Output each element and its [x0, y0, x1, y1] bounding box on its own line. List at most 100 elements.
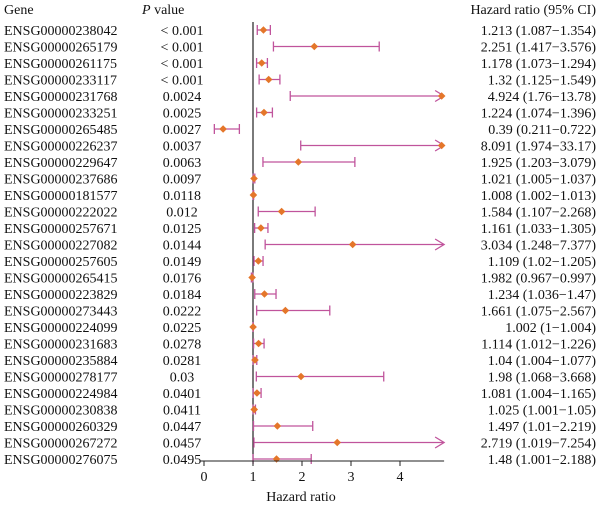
- header-p-italic: P: [141, 3, 151, 18]
- ci-line: [256, 305, 331, 316]
- hr-point: [264, 75, 273, 84]
- x-tick-label: 0: [201, 470, 208, 485]
- table-row: ENSG00000235884 0.0281 1.04 (1.004−1.077): [4, 354, 596, 369]
- hr-point: [254, 339, 263, 348]
- ci-line: [253, 436, 446, 449]
- p-value: < 0.001: [161, 74, 204, 89]
- hr-ci-label: 1.32 (1.125−1.549): [488, 74, 597, 89]
- hr-ci-label: 4.924 (1.76−13.78): [488, 90, 597, 105]
- table-row: ENSG00000276075 0.0495 1.48 (1.001−2.188): [4, 453, 596, 468]
- gene-id: ENSG00000265485: [4, 123, 118, 138]
- header-row: Gene P value Hazard ratio (95% CI): [4, 3, 596, 18]
- gene-id: ENSG00000181577: [4, 189, 118, 204]
- table-row: ENSG00000231683 0.0278 1.114 (1.012−1.226): [4, 338, 596, 353]
- hr-ci-label: 1.213 (1.087−1.354): [481, 24, 597, 39]
- hr-ci-label: 1.925 (1.203−3.079): [481, 156, 597, 171]
- gene-id: ENSG00000231683: [4, 338, 118, 353]
- table-row: ENSG00000273443 0.0222 1.661 (1.075−2.567): [4, 305, 596, 320]
- hr-point: [281, 306, 290, 315]
- p-value: 0.0184: [163, 288, 202, 303]
- hr-ci-label: 1.002 (1−1.004): [505, 321, 596, 336]
- hr-ci-label: 2.251 (1.417−3.576): [481, 41, 597, 56]
- p-value: 0.0411: [163, 404, 201, 419]
- hr-ci-label: 3.034 (1.248−7.377): [481, 239, 597, 254]
- p-value: 0.0027: [163, 123, 202, 138]
- table-row: ENSG00000267272 0.0457 2.719 (1.019−7.254): [4, 437, 596, 452]
- header-p-rest: value: [151, 3, 185, 18]
- table-row: ENSG00000261175 < 0.001 1.178 (1.073−1.294…: [4, 57, 596, 72]
- ci-line: [252, 421, 314, 431]
- gene-id: ENSG00000265415: [4, 272, 118, 287]
- plot-area: [213, 22, 446, 464]
- ci-line: [272, 41, 380, 52]
- gene-id: ENSG00000224099: [4, 321, 118, 336]
- p-value: 0.0037: [163, 140, 202, 155]
- hr-point: [272, 455, 281, 463]
- hr-ci-label: 1.161 (1.033−1.305): [481, 222, 597, 237]
- hr-point: [310, 42, 319, 51]
- hr-ci-label: 1.04 (1.004−1.077): [488, 354, 597, 369]
- gene-id: ENSG00000273443: [4, 305, 118, 320]
- p-value: 0.0097: [163, 173, 202, 188]
- hr-point: [277, 207, 286, 216]
- p-value: 0.0063: [163, 156, 202, 171]
- p-value: 0.0118: [163, 189, 201, 204]
- gene-id: ENSG00000257671: [4, 222, 118, 237]
- hr-ci-label: 1.982 (0.967−0.997): [481, 272, 597, 287]
- gene-id: ENSG00000265179: [4, 41, 118, 56]
- table-row: ENSG00000260329 0.0447 1.497 (1.01−2.219): [4, 420, 596, 435]
- hr-ci-label: 1.021 (1.005−1.037): [481, 173, 597, 188]
- hr-ci-label: 1.178 (1.073−1.294): [481, 57, 597, 72]
- hr-ci-label: 1.584 (1.107−2.268): [481, 206, 597, 221]
- x-tick-label: 3: [348, 470, 355, 485]
- hr-point: [249, 323, 257, 331]
- p-value: 0.0457: [163, 437, 202, 452]
- ci-line: [255, 371, 385, 382]
- table-row: ENSG00000237686 0.0097 1.021 (1.005−1.037): [4, 173, 596, 188]
- gene-id: ENSG00000226237: [4, 140, 118, 155]
- hr-ci-label: 0.39 (0.211−0.722): [488, 123, 596, 138]
- table-rows: ENSG00000238042 < 0.001 1.213 (1.087−1.354…: [4, 24, 596, 468]
- hr-ci-label: 1.008 (1.002−1.013): [481, 189, 597, 204]
- table-row: ENSG00000233251 0.0025 1.224 (1.074−1.396): [4, 107, 596, 122]
- hr-ci-label: 1.98 (1.068−3.668): [488, 371, 597, 386]
- hr-ci-label: 1.109 (1.02−1.205): [488, 255, 597, 270]
- header-hr-ci: Hazard ratio (95% CI): [470, 3, 596, 18]
- x-tick-label: 4: [397, 470, 404, 485]
- gene-id: ENSG00000276075: [4, 453, 118, 468]
- gene-id: ENSG00000237686: [4, 173, 118, 188]
- hr-point: [251, 356, 259, 364]
- ci-line: [262, 157, 356, 167]
- p-value: < 0.001: [161, 41, 204, 56]
- hr-point: [248, 273, 256, 282]
- p-value: 0.0281: [163, 354, 202, 369]
- hr-point: [249, 191, 258, 199]
- x-axis-label: Hazard ratio: [266, 490, 336, 505]
- table-row: ENSG00000233117 < 0.001 1.32 (1.125−1.549): [4, 74, 596, 89]
- p-value: 0.0025: [163, 107, 202, 122]
- p-value: 0.0278: [163, 338, 202, 353]
- gene-id: ENSG00000222022: [4, 206, 118, 221]
- gene-id: ENSG00000260329: [4, 420, 118, 435]
- gene-id: ENSG00000267272: [4, 437, 118, 452]
- p-value: 0.0024: [163, 90, 202, 105]
- hr-point: [257, 59, 266, 67]
- table-row: ENSG00000231768 0.0024 4.924 (1.76−13.78): [4, 90, 596, 105]
- hr-point: [333, 438, 342, 447]
- p-value: 0.03: [170, 371, 195, 386]
- x-axis: 0 1 2 3 4: [200, 460, 445, 485]
- table-row: ENSG00000278177 0.03 1.98 (1.068−3.668): [4, 371, 596, 386]
- table-row: ENSG00000257605 0.0149 1.109 (1.02−1.205): [4, 255, 596, 270]
- table-row: ENSG00000227082 0.0144 3.034 (1.248−7.377): [4, 239, 596, 254]
- gene-id: ENSG00000230838: [4, 404, 118, 419]
- p-value: 0.012: [166, 206, 198, 221]
- p-value: 0.0125: [163, 222, 202, 237]
- table-row: ENSG00000238042 < 0.001 1.213 (1.087−1.354…: [4, 24, 596, 39]
- hr-point: [260, 290, 269, 298]
- ci-line: [289, 89, 446, 103]
- table-row: ENSG00000224099 0.0225 1.002 (1−1.004): [4, 321, 596, 336]
- hr-point: [348, 240, 357, 249]
- hr-ci-label: 2.719 (1.019−7.254): [481, 437, 597, 452]
- hr-point: [259, 26, 268, 34]
